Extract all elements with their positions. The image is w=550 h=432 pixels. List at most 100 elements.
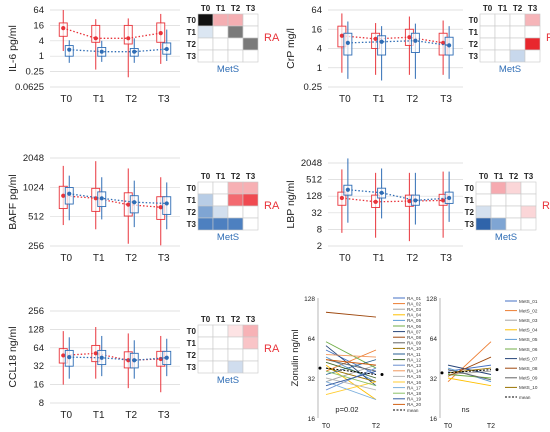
matrix-row-label: T0: [465, 184, 475, 193]
y-axis-label: CCL18 ng/ml: [7, 326, 19, 387]
matrix-row-label: T2: [465, 208, 475, 217]
y-tick-label: 128: [306, 191, 322, 202]
mean-point: [99, 49, 104, 54]
legend-label: RA_09: [407, 341, 421, 346]
x-tick-label: T2: [407, 94, 419, 105]
mean-point: [447, 195, 452, 201]
y-tick-label: 4: [39, 36, 44, 47]
mean-point: [93, 36, 98, 41]
mean-point: [379, 39, 384, 44]
significance-annotation: ns: [462, 405, 470, 414]
x-tick-label: T1: [373, 94, 385, 105]
matrix-col-label: T2: [509, 172, 519, 181]
y-tick-label: 32: [311, 208, 322, 219]
mean-line: [347, 189, 450, 202]
matrix-cell: [242, 193, 259, 207]
matrix-col-label: T1: [216, 4, 226, 13]
matrix-cell: [490, 181, 507, 195]
legend-label: MetS_01: [519, 299, 538, 304]
x-tick-label: T1: [93, 253, 105, 264]
legend-label: MetS_04: [519, 328, 538, 333]
matrix-cell: [197, 37, 214, 51]
matrix-cell: [524, 25, 541, 39]
matrix-cell: [227, 25, 244, 39]
x-tick-label: T2: [372, 423, 380, 430]
x-tick-label: T3: [158, 410, 170, 421]
legend-label: RA_14: [407, 369, 421, 374]
mean-point: [164, 355, 169, 360]
matrix-row-label: T1: [187, 339, 197, 348]
matrix-col-label: T3: [524, 172, 534, 181]
series-line: [325, 381, 377, 396]
y-tick-label: 128: [304, 296, 315, 303]
box-chart-3: 2 8 32 128 512 2048 LBP ng/ml T0 T1 T2 T3 T0 T0 T1 T1 T…: [285, 158, 550, 264]
legend-label: MetS_02: [519, 308, 538, 313]
matrix-col-label: T3: [246, 172, 256, 181]
mean-point: [339, 195, 344, 201]
box-chart-4: 8 16 32 64 128 256 CCL18 ng/ml T0 T1 T2 T3 T0 T0 T1 T1…: [7, 306, 280, 421]
significance-annotation: p=0.02: [335, 405, 358, 414]
mean-point: [345, 40, 350, 45]
y-tick-label: 1: [39, 51, 44, 62]
y-tick-label: 64: [430, 336, 438, 343]
matrix-cell: [227, 217, 244, 231]
y-axis-label: CrP mg/l: [285, 28, 297, 69]
y-tick-label: 64: [33, 5, 44, 16]
matrix-cell: [520, 193, 537, 207]
matrix-cell: [509, 13, 526, 27]
matrix-cell: [509, 49, 526, 63]
y-axis-label: IL-6 pg/ml: [7, 25, 19, 72]
matrix-cell: [227, 348, 244, 362]
matrix-row-label: T3: [469, 52, 479, 61]
matrix-cell: [509, 37, 526, 51]
matrix-cell: [197, 348, 214, 362]
series-line: [325, 381, 377, 401]
legend-label: RA_13: [407, 363, 421, 368]
matrix-cell: [242, 217, 259, 231]
legend-label: MetS_07: [519, 356, 538, 361]
matrix-cell: [242, 25, 259, 39]
matrix-cell: [242, 49, 259, 63]
y-tick-label: 32: [308, 376, 316, 383]
mean-point: [61, 26, 66, 31]
matrix-cell: [197, 25, 214, 39]
mean-line: [341, 35, 444, 44]
series-line: [325, 377, 377, 391]
y-axis-label: LBP ng/ml: [285, 180, 297, 228]
mean-line: [69, 356, 167, 361]
matrix-col-label: T2: [231, 172, 241, 181]
mean-point: [61, 353, 66, 358]
mean-point: [61, 193, 66, 198]
matrix-cell: [212, 336, 229, 350]
mean-point: [158, 205, 163, 210]
matrix-cell: [490, 205, 507, 219]
matrix-col-label: T1: [216, 172, 226, 181]
mean-point: [126, 358, 131, 363]
legend-label: RA_10: [407, 346, 421, 351]
x-tick-label: T1: [373, 253, 385, 264]
matrix-cell: [479, 25, 496, 39]
matrix-cell: [494, 25, 511, 39]
x-tick-label: T1: [93, 410, 105, 421]
x-tick-label: T0: [444, 423, 452, 430]
mean-point: [164, 201, 169, 206]
mean-line: [63, 352, 161, 361]
series-line: [447, 369, 492, 381]
legend-label: RA_04: [407, 313, 421, 318]
y-tick-label: 512: [28, 212, 44, 223]
matrix-cell: [479, 37, 496, 51]
matrix-row-label: T1: [187, 196, 197, 205]
matrix-cell: [479, 49, 496, 63]
mean-line: [63, 195, 161, 208]
matrix-cell: [212, 181, 229, 195]
matrix-col-label: T0: [483, 4, 493, 13]
matrix-row-label: T3: [465, 220, 475, 229]
y-tick-label: 32: [33, 361, 44, 372]
y-tick-label: 64: [308, 336, 316, 343]
legend-label: RA_19: [407, 397, 421, 402]
matrix-row-label: T1: [187, 28, 197, 37]
matrix-cell: [212, 37, 229, 51]
x-tick-label: T1: [93, 94, 105, 105]
matrix-cell: [490, 193, 507, 207]
